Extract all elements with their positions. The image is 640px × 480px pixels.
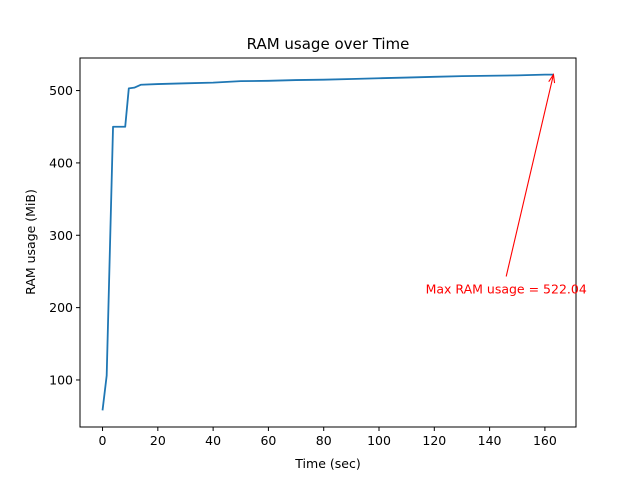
x-tick-label: 80 [316, 433, 332, 448]
y-tick-label: 500 [49, 83, 73, 98]
x-tick-label: 140 [478, 433, 502, 448]
x-axis-title: Time (sec) [294, 456, 360, 471]
y-tick-label: 400 [49, 155, 73, 170]
x-tick-label: 120 [422, 433, 446, 448]
x-tick-label: 60 [260, 433, 276, 448]
annotation: Max RAM usage = 522.04 [426, 73, 587, 296]
y-axis-title: RAM usage (MiB) [23, 189, 38, 295]
plot-frame [79, 57, 577, 428]
y-tick-label: 100 [49, 372, 73, 387]
x-tick-label: 160 [533, 433, 557, 448]
plot-area [101, 73, 554, 411]
x-axis: 0 20 40 60 80 100 120 140 160 [99, 427, 557, 448]
annotation-arrowhead [548, 73, 556, 84]
x-tick-label: 20 [150, 433, 166, 448]
y-tick-label: 200 [49, 300, 73, 315]
y-tick-label: 300 [49, 228, 73, 243]
x-tick-label: 100 [367, 433, 391, 448]
annotation-label: Max RAM usage = 522.04 [426, 281, 587, 296]
y-axis: 100 200 300 400 500 [49, 83, 80, 387]
x-tick-label: 40 [205, 433, 221, 448]
annotation-arrow [505, 74, 555, 277]
chart-title: RAM usage over Time [247, 35, 410, 53]
series-line [101, 73, 554, 411]
x-tick-label: 0 [99, 433, 107, 448]
